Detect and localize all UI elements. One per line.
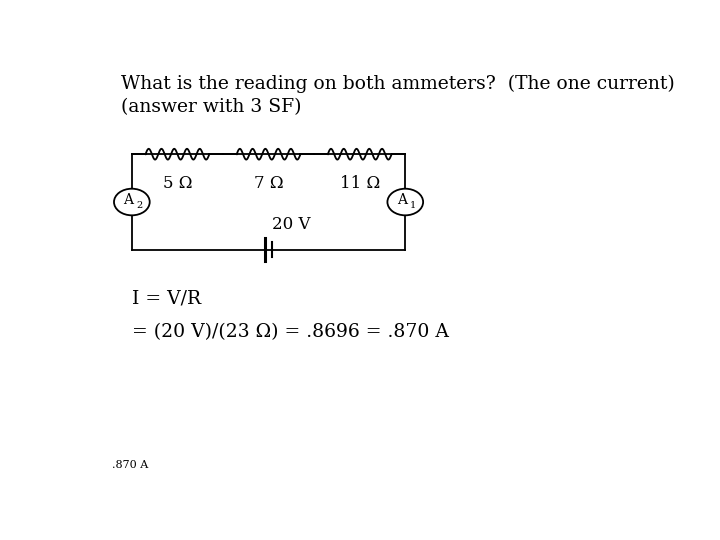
Text: 2: 2 (136, 201, 143, 210)
Text: 1: 1 (410, 201, 415, 210)
Circle shape (387, 188, 423, 215)
Text: 5 Ω: 5 Ω (163, 175, 192, 192)
Text: = (20 V)/(23 Ω) = .8696 = .870 A: = (20 V)/(23 Ω) = .8696 = .870 A (132, 322, 449, 341)
Text: 11 Ω: 11 Ω (340, 175, 380, 192)
Text: .870 A: .870 A (112, 460, 148, 470)
Text: 7 Ω: 7 Ω (253, 175, 284, 192)
Text: 20 V: 20 V (271, 216, 310, 233)
Text: (answer with 3 SF): (answer with 3 SF) (121, 98, 301, 116)
Text: What is the reading on both ammeters?  (The one current): What is the reading on both ammeters? (T… (121, 75, 675, 93)
Text: A: A (397, 193, 407, 207)
Text: I = V/R: I = V/R (132, 289, 201, 307)
Circle shape (114, 188, 150, 215)
Text: A: A (124, 193, 133, 207)
